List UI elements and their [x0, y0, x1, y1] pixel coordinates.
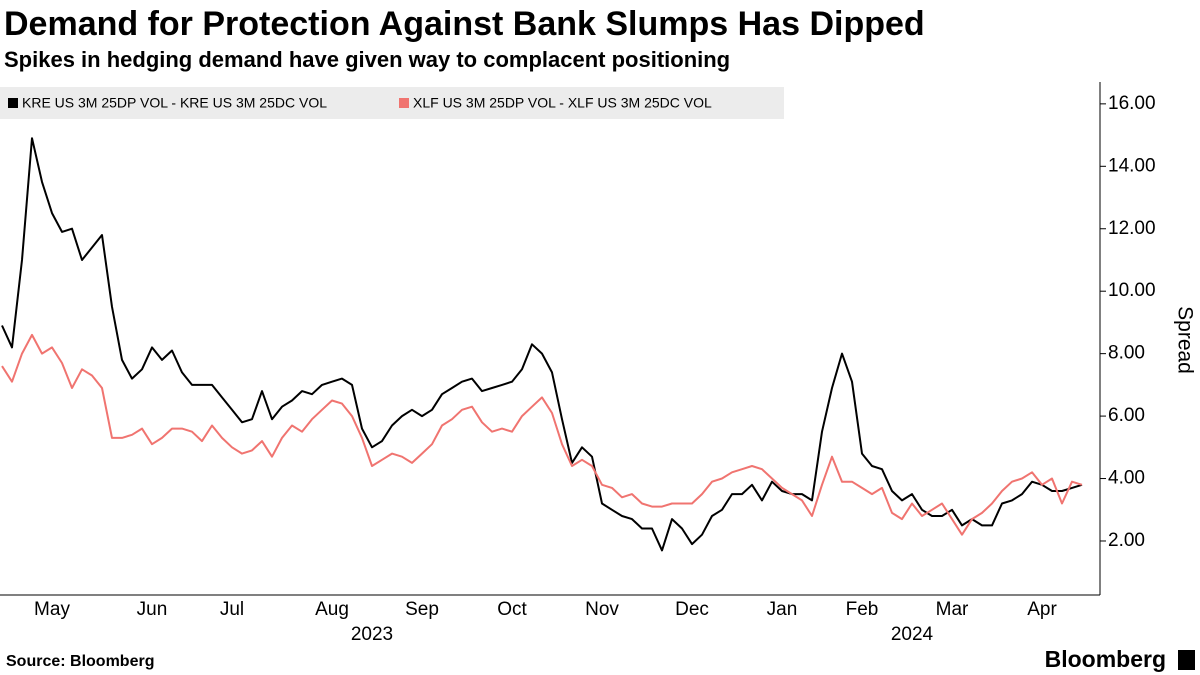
y-tick-label: 10.00 — [1108, 280, 1156, 301]
x-tick-label: Jun — [137, 599, 168, 620]
y-tick-label: 12.00 — [1108, 218, 1156, 239]
chart-subtitle: Spikes in hedging demand have given way … — [4, 47, 730, 72]
chart-title: Demand for Protection Against Bank Slump… — [4, 5, 925, 43]
y-tick-label: 4.00 — [1108, 468, 1145, 489]
x-tick-label: May — [34, 599, 70, 620]
x-tick-label: Jan — [767, 599, 798, 620]
legend-background — [0, 87, 784, 119]
legend-swatch — [399, 98, 409, 108]
x-tick-label: Sep — [405, 599, 439, 620]
x-tick-label: Feb — [846, 599, 879, 620]
y-tick-label: 2.00 — [1108, 530, 1145, 551]
y-axis-label: Spread — [1173, 306, 1196, 374]
source: Source: Bloomberg — [6, 653, 154, 670]
y-tick-label: 8.00 — [1108, 343, 1145, 364]
x-tick-label: Apr — [1027, 599, 1057, 620]
x-tick-label: Dec — [675, 599, 709, 620]
x-tick-label: Jul — [220, 599, 244, 620]
y-tick-label: 16.00 — [1108, 93, 1156, 114]
legend-swatch — [8, 98, 18, 108]
x-group-label: 2024 — [891, 624, 934, 645]
legend-label: KRE US 3M 25DP VOL - KRE US 3M 25DC VOL — [22, 95, 327, 111]
brand: Bloomberg — [1045, 646, 1166, 672]
x-tick-label: Oct — [497, 599, 527, 620]
x-tick-label: Aug — [315, 599, 349, 620]
legend-label: XLF US 3M 25DP VOL - XLF US 3M 25DC VOL — [413, 95, 712, 111]
y-tick-label: 14.00 — [1108, 155, 1156, 176]
x-tick-label: Mar — [936, 599, 969, 620]
series-line — [1, 137, 1083, 552]
series-line — [1, 333, 1083, 536]
y-tick-label: 6.00 — [1108, 405, 1145, 426]
x-group-label: 2023 — [351, 624, 393, 645]
x-tick-label: Nov — [585, 599, 619, 620]
brand-icon — [1178, 650, 1195, 670]
